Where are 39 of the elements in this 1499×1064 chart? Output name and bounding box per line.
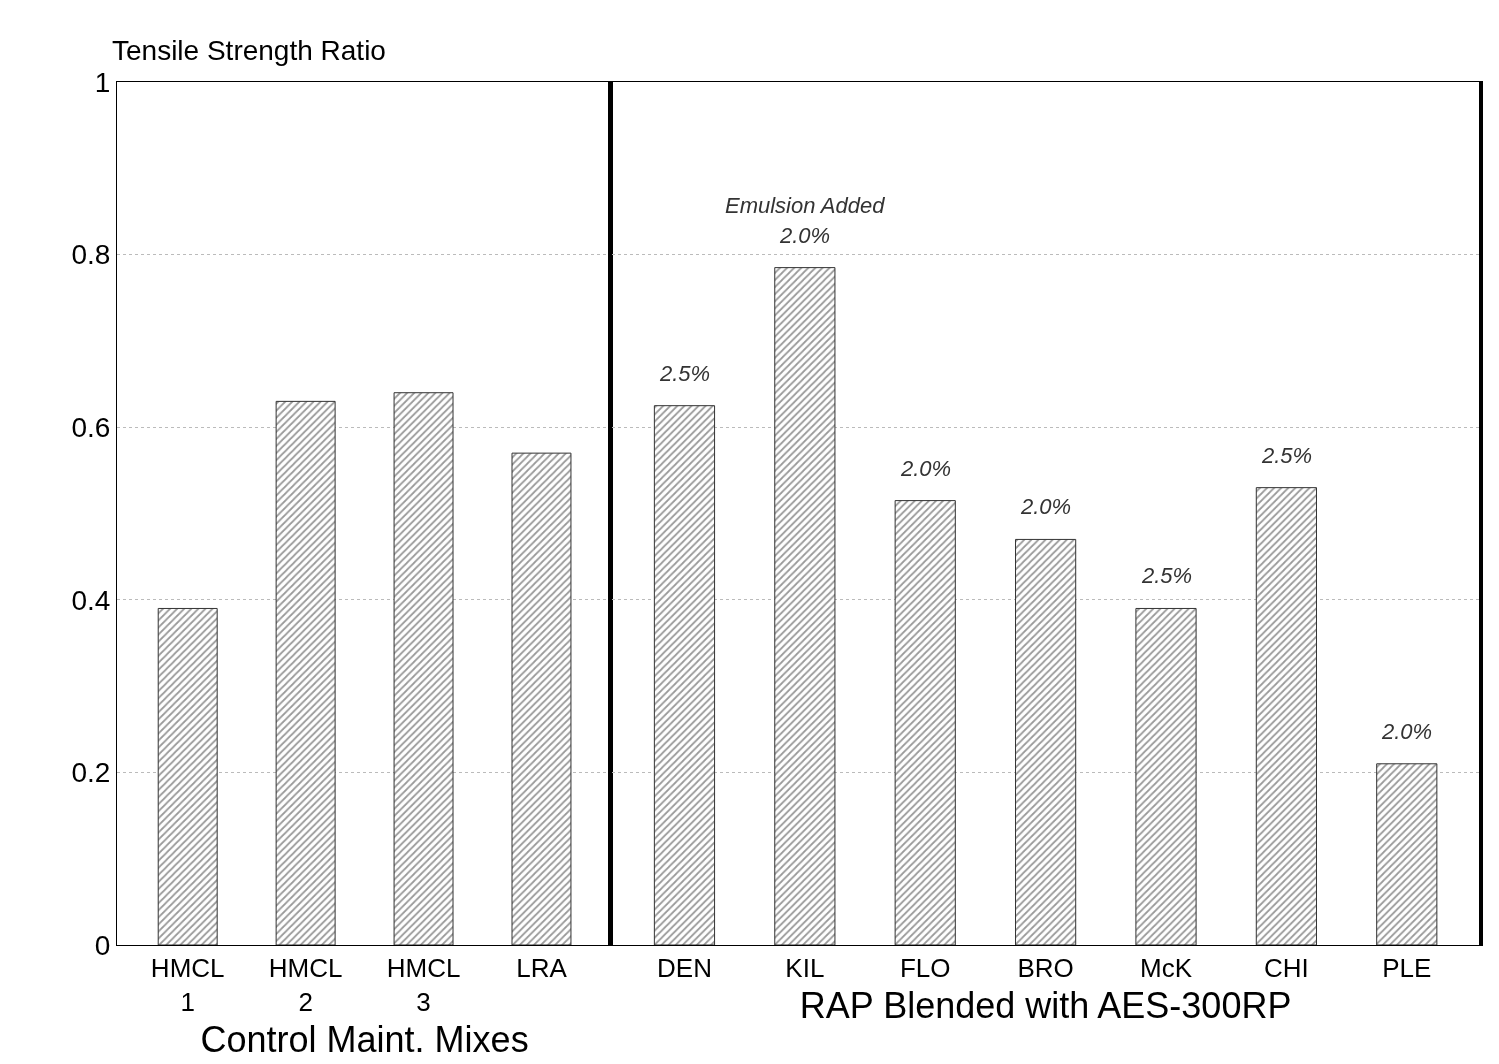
bar <box>275 400 336 945</box>
x-tick-label: BRO <box>1017 953 1074 984</box>
bar <box>1135 607 1197 945</box>
y-tick-label: 0.2 <box>71 757 111 789</box>
annotation: 2.0% <box>1020 494 1072 519</box>
bar <box>1255 487 1317 945</box>
x-tick-label: CHI <box>1263 953 1309 984</box>
annotation: 2.5% <box>1141 563 1193 588</box>
x-axis-title: RAP Blended with AES-300RP <box>799 984 1292 1026</box>
y-tick-label: 0.4 <box>71 584 111 616</box>
annotation: 2.5% <box>1261 443 1313 468</box>
annotation: 2.0% <box>779 223 831 248</box>
x-tick-label: HMCL 3 <box>386 953 461 1017</box>
x-axis-title: Control Maint. Mixes <box>200 1018 529 1060</box>
bar <box>1015 538 1077 945</box>
x-tick-label: KIL <box>785 953 825 984</box>
annotation: 2.0% <box>1381 719 1433 744</box>
y-tick-label: 0.8 <box>71 239 111 271</box>
x-tick-label: HMCL 1 <box>150 953 225 1017</box>
x-tick-label: PLE <box>1382 953 1432 984</box>
x-tick-label: FLO <box>899 953 951 984</box>
x-tick-label: McK <box>1140 953 1193 984</box>
bar <box>894 500 956 945</box>
bar <box>393 392 454 945</box>
bar <box>653 405 716 945</box>
x-tick-label: DEN <box>657 953 712 984</box>
x-tick-label: HMCL 2 <box>268 953 343 1017</box>
y-tick-label: 0.6 <box>71 412 111 444</box>
bar <box>774 267 836 945</box>
annotation: 2.5% <box>659 361 711 386</box>
y-tick-label: 1 <box>94 66 111 98</box>
bar <box>511 452 572 945</box>
annotation: 2.0% <box>900 456 952 481</box>
bar <box>157 607 218 945</box>
x-tick-label: LRA <box>516 953 568 984</box>
y-tick-label: 0 <box>94 929 111 961</box>
annotation: Emulsion Added <box>725 193 886 218</box>
bar <box>1376 763 1438 945</box>
y-axis-title: Tensile Strength Ratio <box>112 35 386 66</box>
